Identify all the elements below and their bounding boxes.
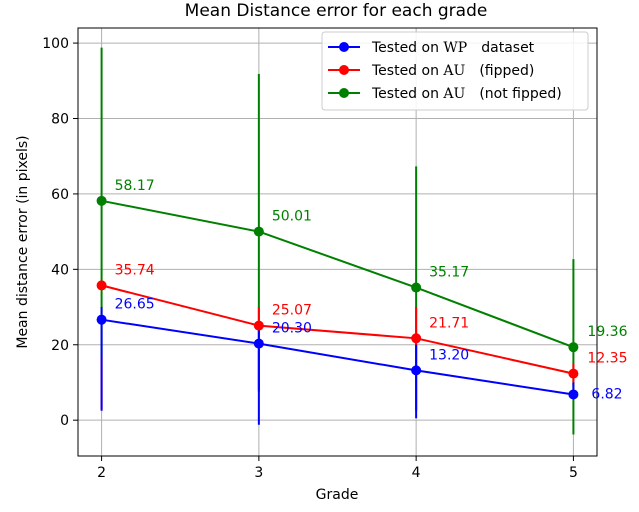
data-point xyxy=(96,195,107,206)
legend-marker xyxy=(339,42,349,52)
series-points xyxy=(96,195,579,400)
data-point xyxy=(253,338,264,349)
data-label: 20.30 xyxy=(272,321,312,337)
legend-marker xyxy=(339,88,349,98)
data-label: 58.17 xyxy=(115,178,155,194)
legend-box xyxy=(321,31,589,111)
x-tick-label: 5 xyxy=(569,465,578,481)
chart-title: Mean Distance error for each grade xyxy=(185,1,488,21)
y-axis-ticks: 0 20 40 60 80 100 xyxy=(42,36,78,429)
data-label: 19.36 xyxy=(587,324,627,340)
data-point xyxy=(253,226,264,237)
data-labels: 26.65 20.30 13.20 6.82 35.74 25.07 21.71 12.35 5… xyxy=(115,178,628,403)
legend-label: Tested on AU (not fipped) xyxy=(371,86,562,102)
x-tick-label: 4 xyxy=(412,465,421,481)
y-tick-label: 0 xyxy=(60,413,69,429)
y-tick-label: 80 xyxy=(51,112,69,128)
legend: Tested on WP dataset Tested on AU (fipped) T… xyxy=(321,31,589,111)
data-label: 6.82 xyxy=(591,386,622,402)
legend-label: Tested on WP dataset xyxy=(371,40,535,56)
y-tick-label: 20 xyxy=(51,338,69,354)
x-axis-label: Grade xyxy=(316,487,359,503)
series-lines xyxy=(101,199,574,396)
data-label: 25.07 xyxy=(272,303,312,319)
legend-marker xyxy=(339,65,349,75)
series-line xyxy=(101,318,574,396)
data-point xyxy=(96,314,107,325)
data-label: 12.35 xyxy=(587,351,627,367)
y-axis-label: Mean distance error (in pixels) xyxy=(15,135,31,348)
data-label: 50.01 xyxy=(272,209,312,225)
y-tick-label: 60 xyxy=(51,187,69,203)
series-line xyxy=(101,284,574,375)
data-label: 35.17 xyxy=(429,265,469,281)
y-tick-label: 100 xyxy=(42,36,69,52)
data-point xyxy=(568,389,579,400)
data-point xyxy=(568,342,579,353)
data-point xyxy=(411,282,422,293)
y-tick-label: 40 xyxy=(51,262,69,278)
plot-area-frame xyxy=(77,27,598,457)
data-point xyxy=(253,320,264,331)
data-label: 21.71 xyxy=(429,315,469,331)
series-line xyxy=(101,199,574,349)
legend-label: Tested on AU (fipped) xyxy=(371,63,534,79)
data-point xyxy=(411,333,422,344)
x-tick-label: 2 xyxy=(97,465,106,481)
x-axis-ticks: 2 3 4 5 xyxy=(97,456,578,481)
data-point xyxy=(96,280,107,291)
x-tick-label: 3 xyxy=(254,465,263,481)
data-label: 35.74 xyxy=(115,262,155,278)
data-point xyxy=(568,368,579,379)
data-label: 13.20 xyxy=(429,347,469,363)
data-label: 26.65 xyxy=(115,297,155,313)
data-point xyxy=(411,365,422,376)
